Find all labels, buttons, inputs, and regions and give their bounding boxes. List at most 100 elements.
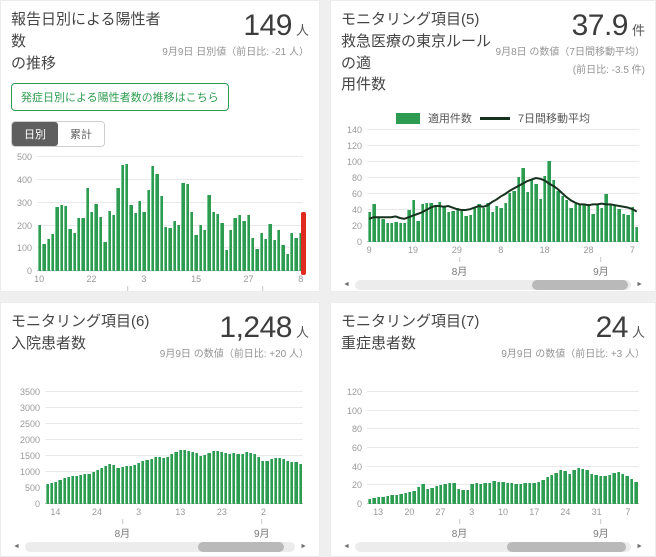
bar[interactable] [298, 464, 302, 504]
bar[interactable] [368, 499, 372, 504]
bar[interactable] [525, 192, 529, 242]
bar[interactable] [289, 232, 294, 272]
bar[interactable] [572, 470, 576, 504]
scroll-right-icon[interactable]: ► [636, 281, 643, 288]
bar[interactable] [141, 460, 145, 504]
bar[interactable] [473, 206, 477, 242]
bar[interactable] [442, 206, 446, 242]
bar[interactable] [501, 481, 505, 504]
bar[interactable] [87, 473, 91, 504]
scrollbar-track[interactable] [354, 280, 632, 290]
bar[interactable] [376, 497, 381, 504]
bar[interactable] [190, 212, 194, 272]
bar[interactable] [416, 221, 420, 242]
bar[interactable] [483, 483, 487, 504]
bar[interactable] [232, 453, 236, 504]
bar[interactable] [111, 214, 116, 272]
scroll-left-icon[interactable]: ◄ [13, 543, 20, 550]
bar[interactable] [629, 478, 634, 504]
bar[interactable] [630, 206, 634, 242]
bar[interactable] [551, 180, 556, 242]
bar[interactable] [508, 193, 512, 242]
bar[interactable] [434, 486, 438, 504]
bar[interactable] [253, 454, 257, 504]
bar[interactable] [486, 202, 490, 242]
bar[interactable] [465, 490, 470, 504]
scroll-right-icon[interactable]: ► [636, 543, 643, 550]
bar[interactable] [573, 204, 577, 242]
bar[interactable] [263, 239, 268, 272]
bar[interactable] [150, 165, 155, 272]
bar[interactable] [516, 177, 521, 242]
bar[interactable] [512, 190, 516, 242]
bar[interactable] [543, 176, 547, 242]
bar[interactable] [203, 455, 207, 504]
bar[interactable] [412, 490, 416, 504]
bar[interactable] [277, 458, 282, 504]
bar[interactable] [625, 476, 629, 504]
bar[interactable] [112, 464, 116, 504]
bar[interactable] [564, 200, 569, 242]
bar[interactable] [219, 452, 224, 504]
bar[interactable] [594, 475, 598, 504]
bar[interactable] [190, 451, 195, 504]
bar[interactable] [54, 481, 58, 504]
bar[interactable] [133, 213, 137, 272]
bar[interactable] [215, 451, 219, 504]
bar[interactable] [560, 195, 564, 242]
bar[interactable] [376, 217, 381, 242]
bar[interactable] [389, 222, 394, 242]
bar[interactable] [521, 167, 525, 242]
bar[interactable] [146, 189, 150, 272]
bar[interactable] [103, 241, 107, 272]
bar[interactable] [68, 228, 72, 272]
bar[interactable] [576, 467, 580, 504]
bar[interactable] [585, 470, 589, 504]
bar[interactable] [567, 474, 572, 504]
bar[interactable] [177, 224, 181, 272]
bar[interactable] [591, 214, 595, 242]
bar[interactable] [137, 462, 141, 504]
bar[interactable] [381, 218, 385, 242]
bar[interactable] [578, 204, 582, 242]
bar[interactable] [269, 459, 273, 504]
bar[interactable] [198, 224, 203, 272]
bar[interactable] [452, 483, 456, 504]
bar[interactable] [244, 452, 248, 504]
bar[interactable] [199, 455, 203, 504]
bar[interactable] [446, 211, 451, 242]
bar[interactable] [451, 210, 455, 242]
bar[interactable] [549, 475, 554, 504]
bar[interactable] [403, 492, 407, 504]
bar[interactable] [220, 222, 224, 272]
bar[interactable] [124, 163, 129, 272]
bar[interactable] [634, 226, 639, 242]
bar[interactable] [132, 464, 137, 504]
bar[interactable] [536, 481, 541, 504]
bar[interactable] [55, 206, 59, 272]
bar[interactable] [195, 452, 199, 504]
bar[interactable] [459, 210, 464, 242]
bar[interactable] [203, 229, 207, 272]
bar[interactable] [155, 173, 159, 272]
bar[interactable] [51, 234, 55, 272]
bar[interactable] [116, 188, 120, 272]
bar[interactable] [494, 206, 499, 242]
bar[interactable] [581, 468, 585, 504]
bar[interactable] [582, 204, 586, 242]
bar[interactable] [207, 452, 211, 504]
bar[interactable] [38, 224, 42, 272]
scrollbar-thumb[interactable] [197, 542, 285, 552]
bar[interactable] [128, 465, 132, 504]
bar[interactable] [124, 466, 128, 504]
bar[interactable] [541, 479, 545, 504]
bar[interactable] [62, 478, 66, 504]
bar[interactable] [172, 221, 176, 272]
bar[interactable] [620, 474, 625, 504]
bar[interactable] [181, 182, 185, 272]
bar[interactable] [518, 484, 523, 504]
toggle-daily-button[interactable]: 日別 [12, 122, 58, 147]
bar[interactable] [398, 222, 402, 242]
bar[interactable] [599, 208, 604, 242]
bar[interactable] [545, 476, 549, 504]
